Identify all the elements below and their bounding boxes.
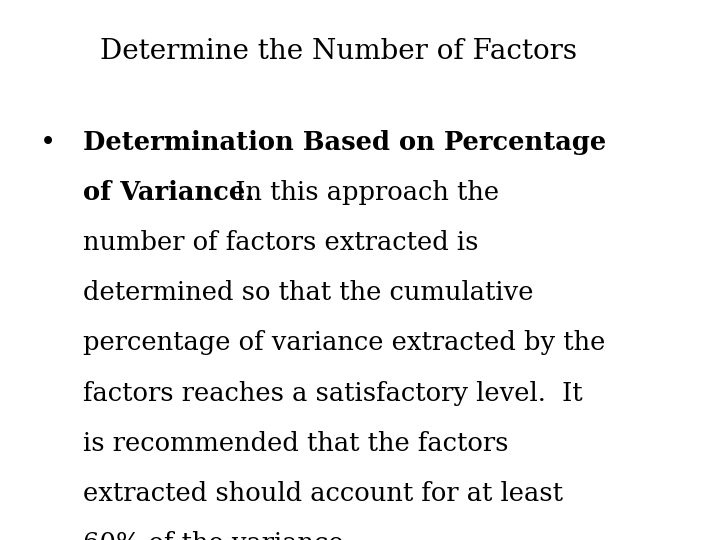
Text: is recommended that the factors: is recommended that the factors bbox=[83, 431, 508, 456]
Text: factors reaches a satisfactory level.  It: factors reaches a satisfactory level. It bbox=[83, 381, 582, 406]
Text: extracted should account for at least: extracted should account for at least bbox=[83, 481, 563, 506]
Text: 60% of the variance.: 60% of the variance. bbox=[83, 531, 351, 540]
Text: percentage of variance extracted by the: percentage of variance extracted by the bbox=[83, 330, 606, 355]
Text: Determine the Number of Factors: Determine the Number of Factors bbox=[100, 38, 577, 65]
Text: determined so that the cumulative: determined so that the cumulative bbox=[83, 280, 534, 305]
Text: In this approach the: In this approach the bbox=[211, 180, 499, 205]
Text: Determination Based on Percentage: Determination Based on Percentage bbox=[83, 130, 606, 154]
Text: of Variance.: of Variance. bbox=[83, 180, 254, 205]
Text: number of factors extracted is: number of factors extracted is bbox=[83, 230, 478, 255]
Text: •: • bbox=[40, 130, 55, 157]
